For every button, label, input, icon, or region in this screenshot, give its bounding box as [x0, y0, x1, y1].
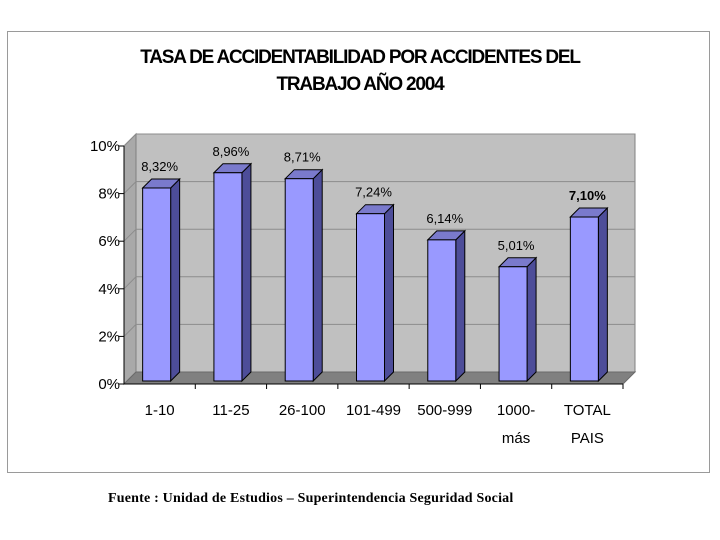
- data-label: 8,96%: [212, 144, 249, 159]
- y-tick-label: 10%: [90, 138, 120, 155]
- data-label: 8,71%: [284, 150, 321, 165]
- y-tick-label: 6%: [98, 233, 120, 250]
- data-label: 7,24%: [355, 185, 392, 200]
- y-tick-label: 0%: [98, 376, 120, 393]
- chart-title: TASA DE ACCIDENTABILIDAD POR ACCIDENTES …: [40, 44, 680, 98]
- plot-side-wall: [123, 132, 137, 386]
- chart-title-line-2: TRABAJO AÑO 2004: [276, 74, 445, 95]
- x-tick-label: 500-999: [417, 402, 472, 419]
- x-tick-label: 1-10: [145, 402, 175, 419]
- bar-side: [170, 177, 181, 383]
- data-label: 8,32%: [141, 159, 178, 174]
- gridline: [123, 181, 635, 194]
- y-tick-label: 8%: [98, 186, 120, 203]
- source-note: Fuente : Unidad de Estudios – Superinten…: [108, 491, 514, 506]
- y-tick-label: 4%: [98, 281, 120, 298]
- chart-title-line-1: TASA DE ACCIDENTABILIDAD POR ACCIDENTES …: [140, 47, 581, 68]
- bar: [569, 216, 599, 382]
- x-tick-label: más: [502, 430, 530, 447]
- gridline: [123, 133, 635, 147]
- bar: [142, 187, 172, 382]
- y-tick-label: 2%: [98, 328, 120, 345]
- data-label: 7,10%: [569, 188, 606, 203]
- gridline: [123, 228, 635, 242]
- bar: [213, 172, 243, 382]
- bar-side: [526, 256, 537, 383]
- x-tick-label: TOTAL: [564, 402, 611, 419]
- bar: [356, 213, 385, 382]
- bar: [284, 178, 314, 382]
- bar-side: [312, 168, 323, 383]
- gridline: [123, 323, 635, 337]
- x-tick-label: 101-499: [346, 402, 401, 419]
- gridline: [123, 276, 635, 290]
- x-tick-label: 26-100: [279, 402, 326, 419]
- x-tick-label: PAIS: [571, 430, 604, 447]
- x-tick-label: 11-25: [212, 402, 249, 419]
- data-label: 5,01%: [498, 238, 535, 253]
- x-tick-label: 1000-: [497, 402, 535, 419]
- bar-side: [384, 203, 394, 383]
- bar-side: [455, 229, 466, 383]
- bar: [498, 266, 528, 382]
- bar: [427, 239, 457, 382]
- bar-side: [241, 162, 252, 383]
- bar-side: [597, 206, 608, 383]
- data-label: 6,14%: [426, 211, 463, 226]
